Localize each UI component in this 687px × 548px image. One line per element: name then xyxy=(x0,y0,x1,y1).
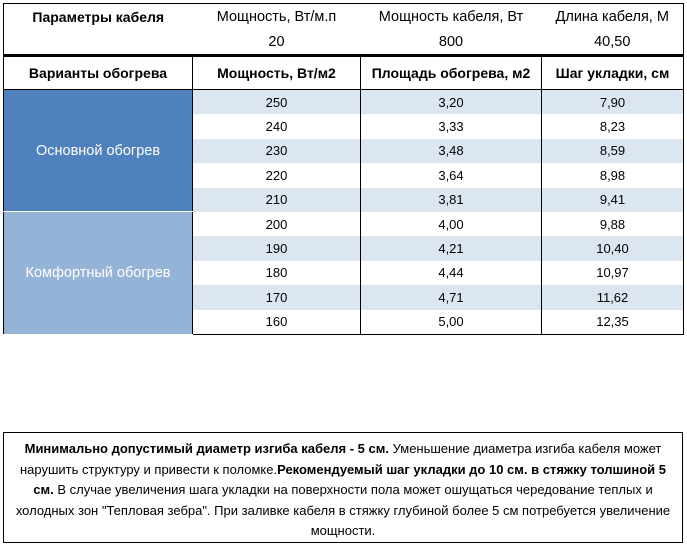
data-cell: 250 xyxy=(192,89,361,115)
data-cell: 7,90 xyxy=(541,89,684,115)
heating-table: Варианты обогрева Мощность, Вт/м2 Площадь … xyxy=(3,56,684,335)
data-cell: 4,44 xyxy=(360,260,542,286)
params-row: Параметры кабеля Мощность, Вт/м.п Мощность… xyxy=(4,4,684,30)
data-row: 220 3,64 8,98 xyxy=(4,163,684,188)
data-cell: 10,97 xyxy=(541,260,684,286)
data-cell: 3,20 xyxy=(360,89,542,115)
data-cell: 8,59 xyxy=(541,138,684,164)
data-cell: 160 xyxy=(192,309,361,335)
param-value: 20 xyxy=(268,33,285,50)
data-cell: 240 xyxy=(192,114,361,139)
note-text: В случае увеличения шага укладки на пове… xyxy=(15,482,671,538)
data-row: 210 3,81 9,41 xyxy=(4,187,684,212)
data-cell: 230 xyxy=(192,138,361,164)
data-cell: 12,35 xyxy=(541,309,684,335)
data-cell: 180 xyxy=(192,260,361,286)
data-cell: 9,41 xyxy=(541,187,684,212)
data-cell: 3,48 xyxy=(360,138,542,164)
note: Минимально допустимый диаметр изгиба каб… xyxy=(3,432,683,543)
data-cell: 170 xyxy=(192,285,361,310)
data-row: 230 3,48 8,59 xyxy=(4,138,684,164)
header-cell: Шаг укладки, см xyxy=(541,56,684,90)
params-empty xyxy=(4,29,193,56)
header-cell: Мощность, Вт/м2 xyxy=(192,56,361,90)
group-cell: Комфортный обогрев xyxy=(3,211,193,335)
data-row: 180 4,44 10,97 xyxy=(4,260,684,286)
data-cell: 3,81 xyxy=(360,187,542,212)
data-row: Основной обогрев 250 3,20 7,90 xyxy=(3,89,684,213)
data-row: Комфортный обогрев 200 4,00 9,88 xyxy=(3,211,684,335)
data-cell: 4,71 xyxy=(360,285,542,310)
group-cell: Основной обогрев xyxy=(3,89,193,213)
param-label: Мощность кабеля, Вт xyxy=(378,8,524,25)
param-value: 800 xyxy=(438,33,464,50)
data-cell: 3,64 xyxy=(360,163,542,188)
header-cell: Площадь обогрева, м2 xyxy=(360,56,542,90)
header-cell: Варианты обогрева xyxy=(3,56,193,90)
param-value: 40,50 xyxy=(594,33,631,50)
data-cell: 3,33 xyxy=(360,114,542,139)
note-text: Минимально допустимый диаметр изгиба каб… xyxy=(24,441,389,456)
param-label: Длина кабеля, М xyxy=(555,8,669,25)
params-row: 20 800 40,50 xyxy=(4,29,684,56)
data-row: 240 3,33 8,23 xyxy=(4,114,684,139)
data-cell: 200 xyxy=(192,211,361,237)
params-table: Параметры кабеля Мощность, Вт/м.п Мощность… xyxy=(3,3,684,57)
param-label: Мощность, Вт/м.п xyxy=(216,8,337,25)
params-title: Параметры кабеля xyxy=(32,8,165,25)
data-cell: 11,62 xyxy=(541,285,684,310)
data-cell: 9,88 xyxy=(541,211,684,237)
data-cell: 190 xyxy=(192,236,361,261)
data-cell: 4,21 xyxy=(360,236,542,261)
data-cell: 220 xyxy=(192,163,361,188)
data-row: 170 4,71 11,62 xyxy=(4,285,684,310)
data-cell: 210 xyxy=(192,187,361,212)
data-cell: 10,40 xyxy=(541,236,684,261)
data-row: 190 4,21 10,40 xyxy=(4,236,684,261)
note-text: Рекомендуемый шаг укладки до 10 см. в ст… xyxy=(33,461,666,498)
data-row: 160 5,00 12,35 xyxy=(4,309,684,335)
data-cell: 8,23 xyxy=(541,114,684,139)
note-text: Уменьшение диаметра изгиба кабеля может … xyxy=(19,441,662,477)
data-cell: 4,00 xyxy=(360,211,542,237)
header-row: Варианты обогрева Мощность, Вт/м2 Площадь … xyxy=(3,56,684,90)
data-cell: 8,98 xyxy=(541,163,684,188)
data-cell: 5,00 xyxy=(360,309,542,335)
